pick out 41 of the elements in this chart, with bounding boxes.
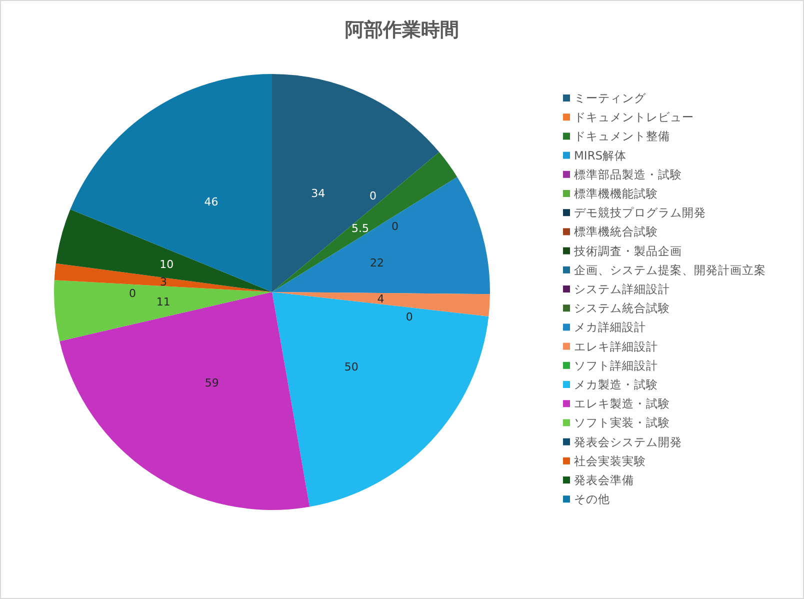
text: 0 bbox=[406, 310, 413, 324]
legend-label: 発表会準備 bbox=[574, 473, 634, 488]
data-label: 5.5 bbox=[352, 222, 370, 235]
legend-label: 技術調査・製品企画 bbox=[573, 244, 682, 258]
legend-label: その他 bbox=[574, 492, 610, 506]
data-label: 34 bbox=[311, 187, 326, 200]
pie-slice bbox=[272, 74, 440, 292]
data-label: 50 bbox=[344, 360, 358, 374]
legend-label: メカ詳細設計 bbox=[574, 320, 646, 334]
legend-label: デモ競技プログラム開発 bbox=[574, 206, 706, 220]
data-label: 11 bbox=[156, 295, 170, 308]
legend-label: エレキ製造・試験 bbox=[574, 396, 670, 411]
text: 0 bbox=[369, 190, 376, 203]
data-label: 46 bbox=[204, 195, 218, 208]
pie-slice bbox=[272, 176, 490, 294]
text: 0 bbox=[392, 220, 399, 234]
legend-label: システム詳細設計 bbox=[574, 282, 670, 296]
legend-label: ミーティング bbox=[574, 91, 647, 106]
data-label: 3 bbox=[160, 276, 167, 289]
legend-label: ソフト詳細設計 bbox=[574, 358, 658, 372]
legend-label: 標準機機能試験 bbox=[574, 186, 658, 201]
data-label: 59 bbox=[204, 376, 219, 390]
data-label: 4 bbox=[377, 292, 384, 306]
text: 0 bbox=[128, 287, 136, 300]
legend-label: ソフト実装・試験 bbox=[574, 416, 670, 430]
legend-label: 標準部品製造・試験 bbox=[574, 167, 682, 182]
legend-label: ドキュメント整備 bbox=[574, 129, 670, 144]
legend-label: エレキ詳細設計 bbox=[574, 339, 658, 354]
legend-label: 社会実装実験 bbox=[574, 454, 646, 468]
data-label: 22 bbox=[370, 256, 384, 270]
pie-slice bbox=[272, 152, 458, 292]
legend-label: 標準機統合試験 bbox=[574, 224, 658, 239]
data-label: 10 bbox=[160, 258, 174, 271]
legend-label: ドキュメントレビュー bbox=[574, 110, 694, 124]
legend-label: システム統合試験 bbox=[574, 301, 670, 316]
legend-label: 企画、システム提案、開発計画立案 bbox=[574, 262, 766, 277]
legend-label: MIRS解体 bbox=[574, 148, 627, 162]
pie-slice bbox=[272, 292, 489, 507]
legend-label: 発表会システム開発 bbox=[574, 434, 682, 449]
chart-title: 阿部作業時間 bbox=[345, 19, 459, 41]
legend-label: メカ製造・試験 bbox=[574, 378, 658, 392]
